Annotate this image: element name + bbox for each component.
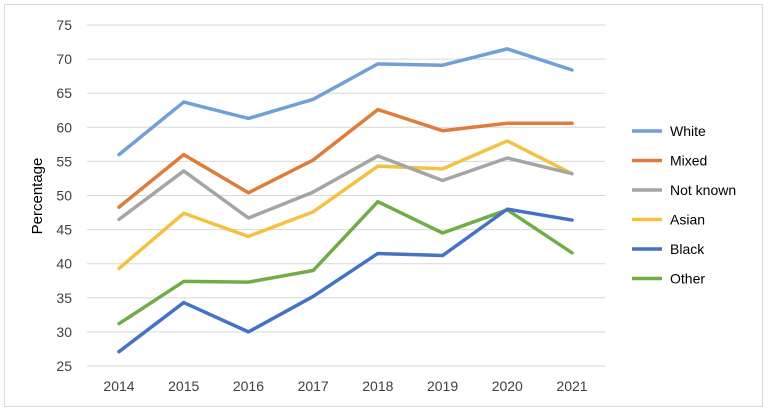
y-tick-label: 55: [56, 153, 72, 169]
y-tick-label: 35: [56, 290, 72, 306]
x-tick-label: 2017: [298, 378, 329, 394]
series-line-other: [117, 199, 574, 326]
x-tick-label: 2016: [233, 378, 264, 394]
legend-label-black: Black: [670, 241, 705, 257]
y-tick-label: 60: [56, 119, 72, 135]
series-line-asian: [117, 139, 574, 271]
series-lines: [117, 47, 574, 354]
y-tick-label: 25: [56, 358, 72, 374]
y-axis-ticks: 25 30 35 40 45 50 55 60 65 70 75: [56, 17, 72, 374]
y-tick-label: 50: [56, 188, 72, 204]
y-tick-label: 75: [56, 17, 72, 33]
x-tick-label: 2019: [427, 378, 458, 394]
y-tick-label: 70: [56, 51, 72, 67]
x-tick-label: 2018: [362, 378, 393, 394]
legend-label-not-known: Not known: [670, 182, 736, 198]
legend: White Mixed Not known Asian Black Other: [632, 123, 736, 287]
y-tick-label: 40: [56, 256, 72, 272]
series-line-black: [117, 207, 574, 354]
series-line-white: [117, 47, 574, 157]
legend-label-mixed: Mixed: [670, 153, 707, 169]
series-line-mixed: [117, 107, 574, 209]
legend-label-white: White: [670, 123, 706, 139]
y-tick-label: 65: [56, 85, 72, 101]
y-tick-label: 30: [56, 324, 72, 340]
x-tick-label: 2015: [168, 378, 199, 394]
x-tick-label: 2021: [556, 378, 587, 394]
x-tick-label: 2014: [103, 378, 134, 394]
x-axis-ticks: 2014 2015 2016 2017 2018 2019 2020 2021: [103, 378, 587, 394]
legend-label-other: Other: [670, 271, 705, 287]
y-tick-label: 45: [56, 222, 72, 238]
legend-label-asian: Asian: [670, 212, 705, 228]
series-line-not-known: [117, 154, 574, 222]
y-axis-label: Percentage: [29, 158, 46, 235]
x-tick-label: 2020: [492, 378, 523, 394]
